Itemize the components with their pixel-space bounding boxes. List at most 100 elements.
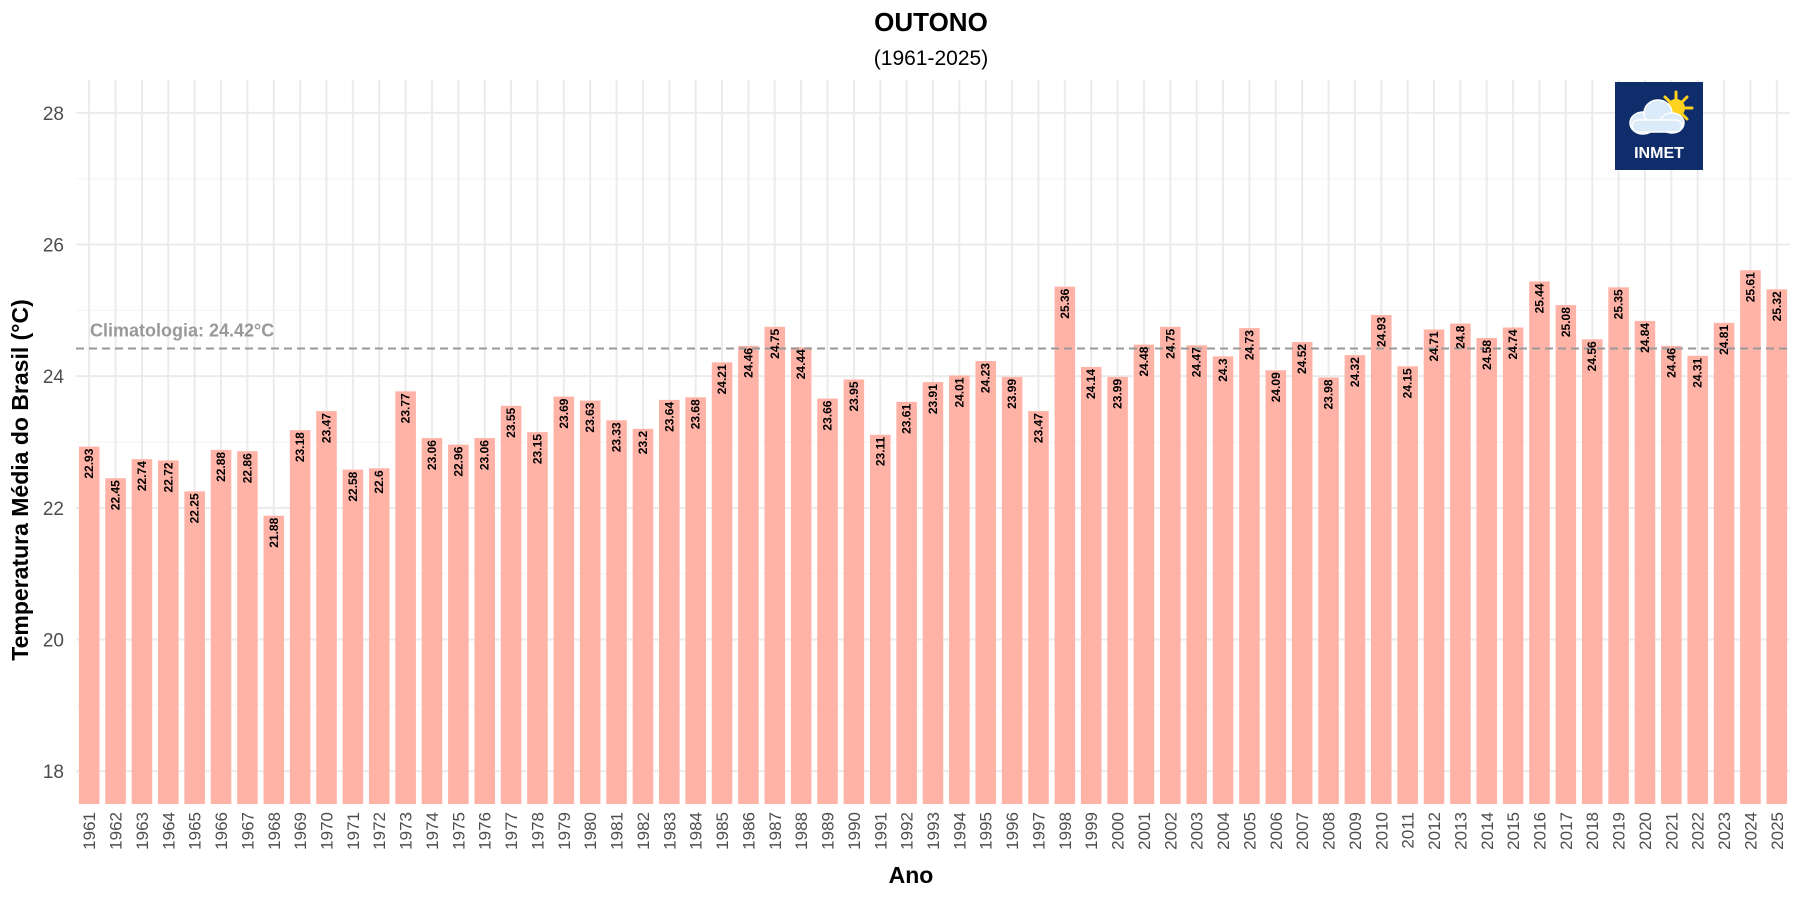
bar-2014 (1476, 338, 1498, 804)
data-label-1992: 23.61 (900, 404, 914, 434)
x-tick-label: 1982 (634, 812, 653, 850)
x-tick-label: 1972 (370, 812, 389, 850)
x-tick-label: 1991 (871, 812, 890, 850)
data-label-1962: 22.45 (109, 480, 123, 510)
data-label-2001: 24.48 (1137, 346, 1151, 376)
x-tick-label: 1984 (687, 812, 706, 850)
x-tick-label: 1988 (792, 812, 811, 850)
y-tick-label: 20 (43, 630, 64, 651)
x-tick-label: 2007 (1293, 812, 1312, 850)
x-tick-label: 1970 (318, 812, 337, 850)
x-tick-label: 1966 (212, 812, 231, 850)
bar-1972 (368, 468, 390, 804)
x-tick-label: 2020 (1636, 812, 1655, 850)
x-tick-label: 1987 (766, 812, 785, 850)
chart-subtitle: (1961-2025) (874, 47, 988, 70)
x-tick-label: 2013 (1451, 812, 1470, 850)
data-label-1985: 24.21 (715, 364, 729, 394)
bar-1978 (527, 432, 548, 804)
x-tick-label: 2018 (1583, 812, 1602, 850)
data-label-2019: 25.35 (1612, 289, 1626, 319)
x-tick-label: 1999 (1082, 812, 1101, 850)
data-label-1979: 23.69 (557, 398, 571, 428)
bar-1964 (158, 460, 179, 804)
x-tick-label: 1990 (845, 812, 864, 850)
bar-1966 (210, 449, 232, 804)
bar-2001 (1133, 344, 1155, 804)
bar-1996 (1001, 376, 1023, 804)
data-label-2008: 23.98 (1322, 379, 1336, 409)
data-label-2005: 24.73 (1242, 330, 1256, 360)
data-label-2012: 24.71 (1427, 331, 1441, 361)
bar-1995 (975, 361, 997, 804)
bar-1981 (606, 420, 627, 804)
data-label-1997: 23.47 (1031, 413, 1045, 443)
data-label-1967: 22.86 (240, 453, 254, 483)
x-tick-label: 2016 (1530, 812, 1549, 850)
x-tick-label: 1986 (739, 812, 758, 850)
bar-1985 (711, 362, 733, 804)
bar-2000 (1107, 376, 1128, 804)
data-label-1970: 23.47 (320, 413, 334, 443)
data-label-1989: 23.66 (821, 400, 835, 430)
y-axis-ticks: 18 20 22 24 26 28 (43, 104, 65, 783)
bar-1987 (764, 326, 786, 804)
bar-1973 (395, 391, 416, 804)
y-axis-title: Temperatura Média do Brasil (°C) (7, 299, 33, 661)
x-tick-label: 1992 (898, 812, 917, 850)
bar-2007 (1291, 341, 1313, 804)
x-tick-label: 1995 (977, 812, 996, 850)
x-tick-label: 2015 (1504, 812, 1523, 850)
bar-1970 (316, 411, 337, 804)
data-label-2021: 24.46 (1664, 348, 1678, 378)
x-tick-label: 1968 (265, 812, 284, 850)
x-axis-title: Ano (889, 862, 934, 888)
inmet-logo: INMET (1615, 82, 1703, 170)
x-tick-label: 2005 (1240, 812, 1259, 850)
bar-1990 (843, 379, 865, 804)
data-label-1963: 22.74 (135, 461, 149, 491)
data-label-1975: 22.96 (451, 446, 465, 476)
data-label-1973: 23.77 (399, 393, 413, 423)
bar-1976 (474, 438, 496, 804)
x-tick-label: 2025 (1768, 812, 1787, 850)
data-label-2002: 24.75 (1163, 328, 1177, 358)
data-label-1991: 23.11 (873, 436, 887, 466)
x-tick-label: 1967 (238, 812, 257, 850)
x-tick-label: 2008 (1320, 812, 1339, 850)
bar-1963 (131, 459, 153, 804)
x-tick-label: 1983 (660, 812, 679, 850)
bar-1980 (579, 400, 601, 804)
data-label-1976: 23.06 (478, 440, 492, 470)
x-tick-label: 2010 (1372, 812, 1391, 850)
x-tick-label: 2012 (1425, 812, 1444, 850)
bar-2002 (1160, 326, 1181, 804)
x-tick-label: 2024 (1741, 812, 1760, 850)
x-tick-label: 1969 (291, 812, 310, 850)
y-tick-label: 18 (43, 762, 64, 783)
bar-2008 (1318, 377, 1339, 804)
data-label-1996: 23.99 (1005, 379, 1019, 409)
data-label-1993: 23.91 (926, 384, 940, 414)
logo-text: INMET (1634, 145, 1684, 162)
data-label-1964: 22.72 (161, 462, 175, 492)
data-label-2020: 24.84 (1638, 323, 1652, 353)
bar-1979 (553, 396, 575, 804)
climatology-line-group: Climatologia: 24.42°C (76, 321, 1790, 350)
x-tick-label: 1994 (950, 812, 969, 850)
data-label-2003: 24.47 (1190, 347, 1204, 377)
data-label-2010: 24.93 (1374, 317, 1388, 347)
bar-2023 (1713, 322, 1735, 804)
bar-2005 (1239, 328, 1260, 804)
data-label-1972: 22.6 (372, 470, 386, 494)
x-tick-label: 1965 (186, 812, 205, 850)
data-label-1966: 22.88 (214, 452, 228, 482)
bar-1998 (1054, 286, 1076, 805)
data-label-2024: 25.61 (1743, 272, 1757, 302)
bar-2022 (1687, 355, 1708, 804)
bar-2015 (1502, 327, 1524, 804)
bar-1967 (237, 451, 258, 804)
bar-1975 (448, 444, 469, 804)
x-tick-label: 2014 (1478, 812, 1497, 850)
data-label-1995: 24.23 (979, 363, 993, 393)
